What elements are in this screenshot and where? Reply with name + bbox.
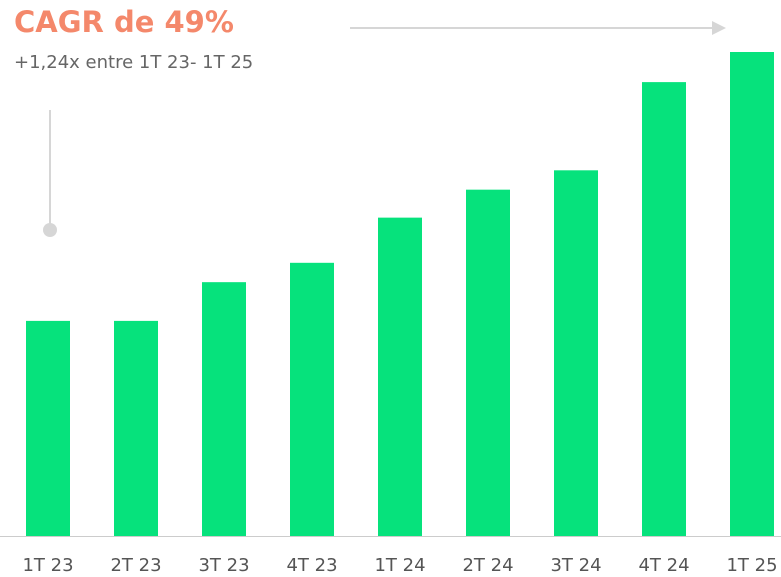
x-tick-label: 3T 24 [550,555,601,576]
trend-arrow-head [712,21,726,35]
bar [202,282,246,536]
x-tick-label: 2T 23 [110,555,161,576]
x-tick-label: 1T 25 [726,555,777,576]
chart-title: CAGR de 49% [14,5,234,39]
bar [466,189,510,536]
bar [642,82,686,537]
x-tick-label: 1T 24 [374,555,425,576]
x-tick-label: 4T 23 [286,555,337,576]
chart-subtitle: +1,24x entre 1T 23- 1T 25 [14,52,253,73]
bar [290,262,334,536]
pointer-dot [43,223,57,237]
x-tick-label: 1T 23 [22,555,73,576]
x-tick-label: 3T 23 [198,555,249,576]
bar [730,52,774,536]
bar [378,217,422,536]
x-tick-label: 4T 24 [638,555,689,576]
bar [114,320,158,536]
bar [554,170,598,537]
bar [26,320,70,536]
x-tick-label: 2T 24 [462,555,513,576]
